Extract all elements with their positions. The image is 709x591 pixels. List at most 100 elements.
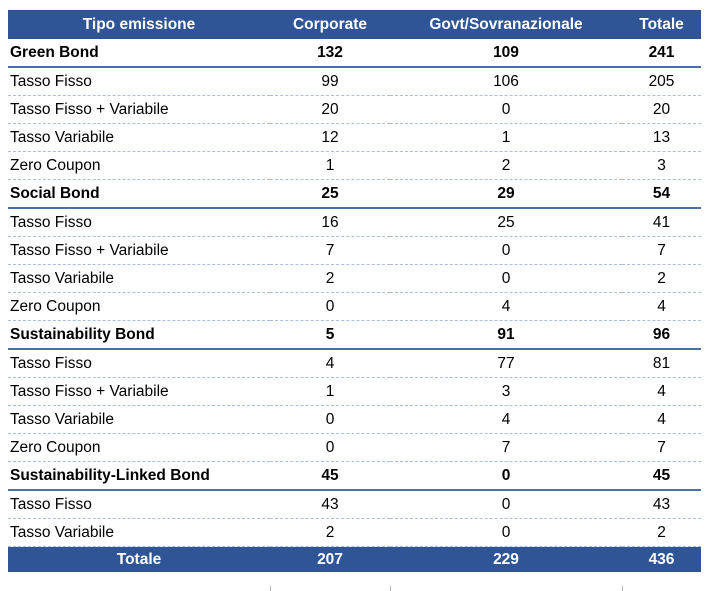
gridline-stub: [622, 586, 623, 591]
row-value: 91: [390, 320, 622, 350]
row-label: Tasso Fisso: [8, 490, 270, 519]
table-body: Green Bond 132 109 241 Tasso Fisso 99 106 205 Ta…: [8, 39, 701, 547]
row-value: 4: [390, 292, 622, 321]
table-footer: Totale 207 229 436: [8, 546, 701, 572]
row-label: Tasso Fisso + Variabile: [8, 236, 270, 265]
row-value: 0: [390, 236, 622, 265]
table-row: Sustainability Bond 5 91 96: [8, 320, 701, 350]
row-value: 43: [270, 490, 390, 519]
row-value: 20: [622, 95, 701, 124]
row-value: 0: [270, 292, 390, 321]
row-value: 241: [622, 39, 701, 68]
row-label: Zero Coupon: [8, 151, 270, 180]
table-row: Tasso Fisso 4 77 81: [8, 349, 701, 378]
row-value: 12: [270, 123, 390, 152]
row-value: 1: [270, 151, 390, 180]
table-row: Tasso Fisso 16 25 41: [8, 208, 701, 237]
row-value: 29: [390, 179, 622, 209]
total-row-label: Totale: [8, 546, 270, 572]
row-label: Tasso Variabile: [8, 123, 270, 152]
row-label: Zero Coupon: [8, 292, 270, 321]
table-row: Tasso Variabile 2 0 2: [8, 264, 701, 293]
total-overall-value: 436: [622, 546, 701, 572]
row-value: 7: [622, 236, 701, 265]
row-value: 13: [622, 123, 701, 152]
row-value: 3: [390, 377, 622, 406]
row-label: Tasso Fisso: [8, 208, 270, 237]
total-corporate-value: 207: [270, 546, 390, 572]
row-value: 106: [390, 67, 622, 96]
row-value: 0: [390, 264, 622, 293]
row-value: 7: [390, 433, 622, 462]
row-value: 2: [270, 518, 390, 547]
table-header: Tipo emissione Corporate Govt/Sovranazio…: [8, 10, 701, 39]
row-value: 5: [270, 320, 390, 350]
table-row: Tasso Variabile 0 4 4: [8, 405, 701, 434]
row-value: 41: [622, 208, 701, 237]
table-row: Tasso Fisso + Variabile 7 0 7: [8, 236, 701, 265]
row-value: 25: [390, 208, 622, 237]
total-row: Totale 207 229 436: [8, 546, 701, 572]
gridline-stub: [270, 586, 271, 591]
row-value: 7: [622, 433, 701, 462]
row-label: Sustainability Bond: [8, 320, 270, 350]
row-value: 2: [270, 264, 390, 293]
row-label: Tasso Fisso + Variabile: [8, 95, 270, 124]
row-value: 0: [390, 518, 622, 547]
row-value: 2: [622, 518, 701, 547]
row-value: 7: [270, 236, 390, 265]
header-govt-sovranazionale: Govt/Sovranazionale: [390, 10, 622, 39]
row-value: 4: [622, 292, 701, 321]
row-label: Tasso Variabile: [8, 405, 270, 434]
row-label: Tasso Fisso: [8, 349, 270, 378]
bond-emissions-table: Tipo emissione Corporate Govt/Sovranazio…: [8, 10, 701, 572]
table-row: Sustainability-Linked Bond 45 0 45: [8, 461, 701, 491]
table-row: Tasso Fisso 99 106 205: [8, 67, 701, 96]
row-value: 2: [622, 264, 701, 293]
row-value: 132: [270, 39, 390, 68]
row-value: 20: [270, 95, 390, 124]
row-value: 0: [270, 433, 390, 462]
row-value: 0: [390, 461, 622, 491]
table-row: Green Bond 132 109 241: [8, 39, 701, 68]
table-row: Tasso Fisso 43 0 43: [8, 490, 701, 519]
row-value: 45: [622, 461, 701, 491]
header-tipo-emissione: Tipo emissione: [8, 10, 270, 39]
row-value: 96: [622, 320, 701, 350]
row-value: 43: [622, 490, 701, 519]
row-label: Tasso Fisso: [8, 67, 270, 96]
row-value: 1: [270, 377, 390, 406]
header-corporate: Corporate: [270, 10, 390, 39]
row-value: 54: [622, 179, 701, 209]
row-value: 0: [390, 95, 622, 124]
row-label: Tasso Variabile: [8, 518, 270, 547]
gridline-stub: [390, 586, 391, 591]
row-value: 4: [390, 405, 622, 434]
row-value: 205: [622, 67, 701, 96]
total-govt-value: 229: [390, 546, 622, 572]
row-value: 77: [390, 349, 622, 378]
table-row: Zero Coupon 0 7 7: [8, 433, 701, 462]
row-value: 16: [270, 208, 390, 237]
row-value: 0: [390, 490, 622, 519]
row-value: 4: [622, 377, 701, 406]
header-totale: Totale: [622, 10, 701, 39]
row-label: Zero Coupon: [8, 433, 270, 462]
table-row: Tasso Variabile 12 1 13: [8, 123, 701, 152]
row-value: 1: [390, 123, 622, 152]
row-label: Sustainability-Linked Bond: [8, 461, 270, 491]
row-label: Green Bond: [8, 39, 270, 68]
row-value: 99: [270, 67, 390, 96]
table-row: Tasso Fisso + Variabile 1 3 4: [8, 377, 701, 406]
table-row: Zero Coupon 0 4 4: [8, 292, 701, 321]
table-row: Tasso Fisso + Variabile 20 0 20: [8, 95, 701, 124]
table-row: Tasso Variabile 2 0 2: [8, 518, 701, 547]
row-value: 2: [390, 151, 622, 180]
row-value: 25: [270, 179, 390, 209]
row-value: 4: [622, 405, 701, 434]
table-row: Zero Coupon 1 2 3: [8, 151, 701, 180]
header-row: Tipo emissione Corporate Govt/Sovranazio…: [8, 10, 701, 39]
row-value: 3: [622, 151, 701, 180]
row-value: 81: [622, 349, 701, 378]
